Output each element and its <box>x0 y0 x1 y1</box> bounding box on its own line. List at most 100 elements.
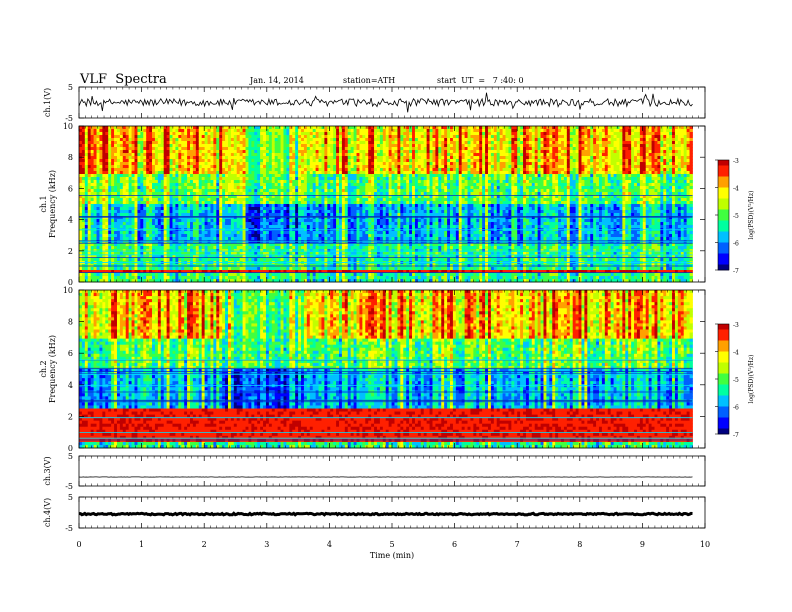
spectrogram-cell <box>132 141 135 144</box>
spectrogram-cell <box>105 126 108 129</box>
spectrogram-cell <box>82 267 85 270</box>
spectrogram-cell <box>135 150 138 153</box>
spectrogram-cell <box>120 246 123 249</box>
spectrogram-cell <box>123 237 126 240</box>
spectrogram-cell <box>184 210 187 213</box>
spectrogram-cell <box>117 219 120 222</box>
spectrogram-cell <box>137 162 140 165</box>
spectrogram-cell <box>111 183 114 186</box>
spectrogram-cell <box>178 198 181 201</box>
spectrogram-cell <box>164 207 167 210</box>
spectrogram-cell <box>108 180 111 183</box>
spectrogram-cell <box>117 201 120 204</box>
spectrogram-cell <box>161 201 164 204</box>
spectrogram-cell <box>91 174 94 177</box>
spectrogram-cell <box>140 225 143 228</box>
spectrogram-cell <box>108 156 111 159</box>
spectrogram-cell <box>170 156 173 159</box>
spectrogram-cell <box>137 171 140 174</box>
spectrogram-cell <box>143 144 146 147</box>
spectrogram-cell <box>140 204 143 207</box>
spectrogram-cell <box>79 171 82 174</box>
spectrogram-cell <box>132 258 135 261</box>
spectrogram-cell <box>172 183 175 186</box>
spectrogram-cell <box>85 219 88 222</box>
spectrogram-cell <box>126 267 129 270</box>
spectrogram-cell <box>132 201 135 204</box>
spectrogram-cell <box>137 144 140 147</box>
spectrogram-cell <box>170 147 173 150</box>
spectrogram-cell <box>164 189 167 192</box>
spectrogram-cell <box>172 156 175 159</box>
spectrogram-cell <box>123 207 126 210</box>
spectrogram-cell <box>105 174 108 177</box>
spectrogram-cell <box>82 258 85 261</box>
spectrogram-cell <box>175 156 178 159</box>
spectrogram-cell <box>82 147 85 150</box>
spectrogram-cell <box>152 219 155 222</box>
spectrogram-cell <box>175 147 178 150</box>
spectrogram-cell <box>143 276 146 279</box>
spectrogram-cell <box>108 144 111 147</box>
spectrogram-cell <box>190 159 193 162</box>
spectrogram-cell <box>158 219 161 222</box>
spectrogram-cell <box>99 174 102 177</box>
spectrogram-cell <box>167 210 170 213</box>
spectrogram-cell <box>97 147 100 150</box>
spectrogram-cell <box>184 144 187 147</box>
spectrogram-cell <box>102 138 105 141</box>
spectrogram-cell <box>170 153 173 156</box>
spectrogram-cell <box>181 180 184 183</box>
spectrogram-cell <box>149 168 152 171</box>
spectrogram-cell <box>149 231 152 234</box>
spectrogram-cell <box>193 144 196 147</box>
spectrogram-cell <box>170 273 173 276</box>
spectrogram-cell <box>175 186 178 189</box>
spectrogram-cell <box>132 210 135 213</box>
spectrogram-cell <box>178 162 181 165</box>
spectrogram-cell <box>82 174 85 177</box>
spectrogram-cell <box>105 153 108 156</box>
spectrogram-cell <box>149 153 152 156</box>
spectrogram-cell <box>161 276 164 279</box>
spectrogram-cell <box>102 147 105 150</box>
spectrogram-cell <box>167 225 170 228</box>
spectrogram-cell <box>164 258 167 261</box>
spectrogram-cell <box>175 168 178 171</box>
spectrogram-cell <box>117 180 120 183</box>
spectrogram-cell <box>126 168 129 171</box>
spectrogram-cell <box>105 162 108 165</box>
spectrogram-cell <box>149 165 152 168</box>
spectrogram-cell <box>99 219 102 222</box>
spectrogram-cell <box>123 225 126 228</box>
spectrogram-cell <box>170 132 173 135</box>
spectrogram-cell <box>149 174 152 177</box>
spectrogram-cell <box>170 207 173 210</box>
spectrogram-cell <box>123 201 126 204</box>
spectrogram-cell <box>167 141 170 144</box>
spectrogram-cell <box>146 210 149 213</box>
spectrogram-cell <box>190 213 193 216</box>
spectrogram-cell <box>82 198 85 201</box>
spectrogram-cell <box>120 222 123 225</box>
spectrogram-cell <box>94 201 97 204</box>
spectrogram-cell <box>167 192 170 195</box>
spectrogram-cell <box>111 237 114 240</box>
spectrogram-cell <box>187 147 190 150</box>
spectrogram-cell <box>158 237 161 240</box>
spectrogram-cell <box>158 177 161 180</box>
spectrogram-cell <box>146 138 149 141</box>
spectrogram-cell <box>181 204 184 207</box>
spectrogram-cell <box>140 222 143 225</box>
spectrogram-cell <box>114 150 117 153</box>
spectrogram-cell <box>114 174 117 177</box>
spectrogram-cell <box>143 267 146 270</box>
spectrogram-cell <box>190 165 193 168</box>
spectrogram-cell <box>102 183 105 186</box>
spectrogram-cell <box>123 219 126 222</box>
spectrogram-cell <box>132 213 135 216</box>
spectrogram-cell <box>170 231 173 234</box>
spectrogram-cell <box>170 126 173 129</box>
spectrogram-cell <box>123 183 126 186</box>
spectrogram-cell <box>143 201 146 204</box>
